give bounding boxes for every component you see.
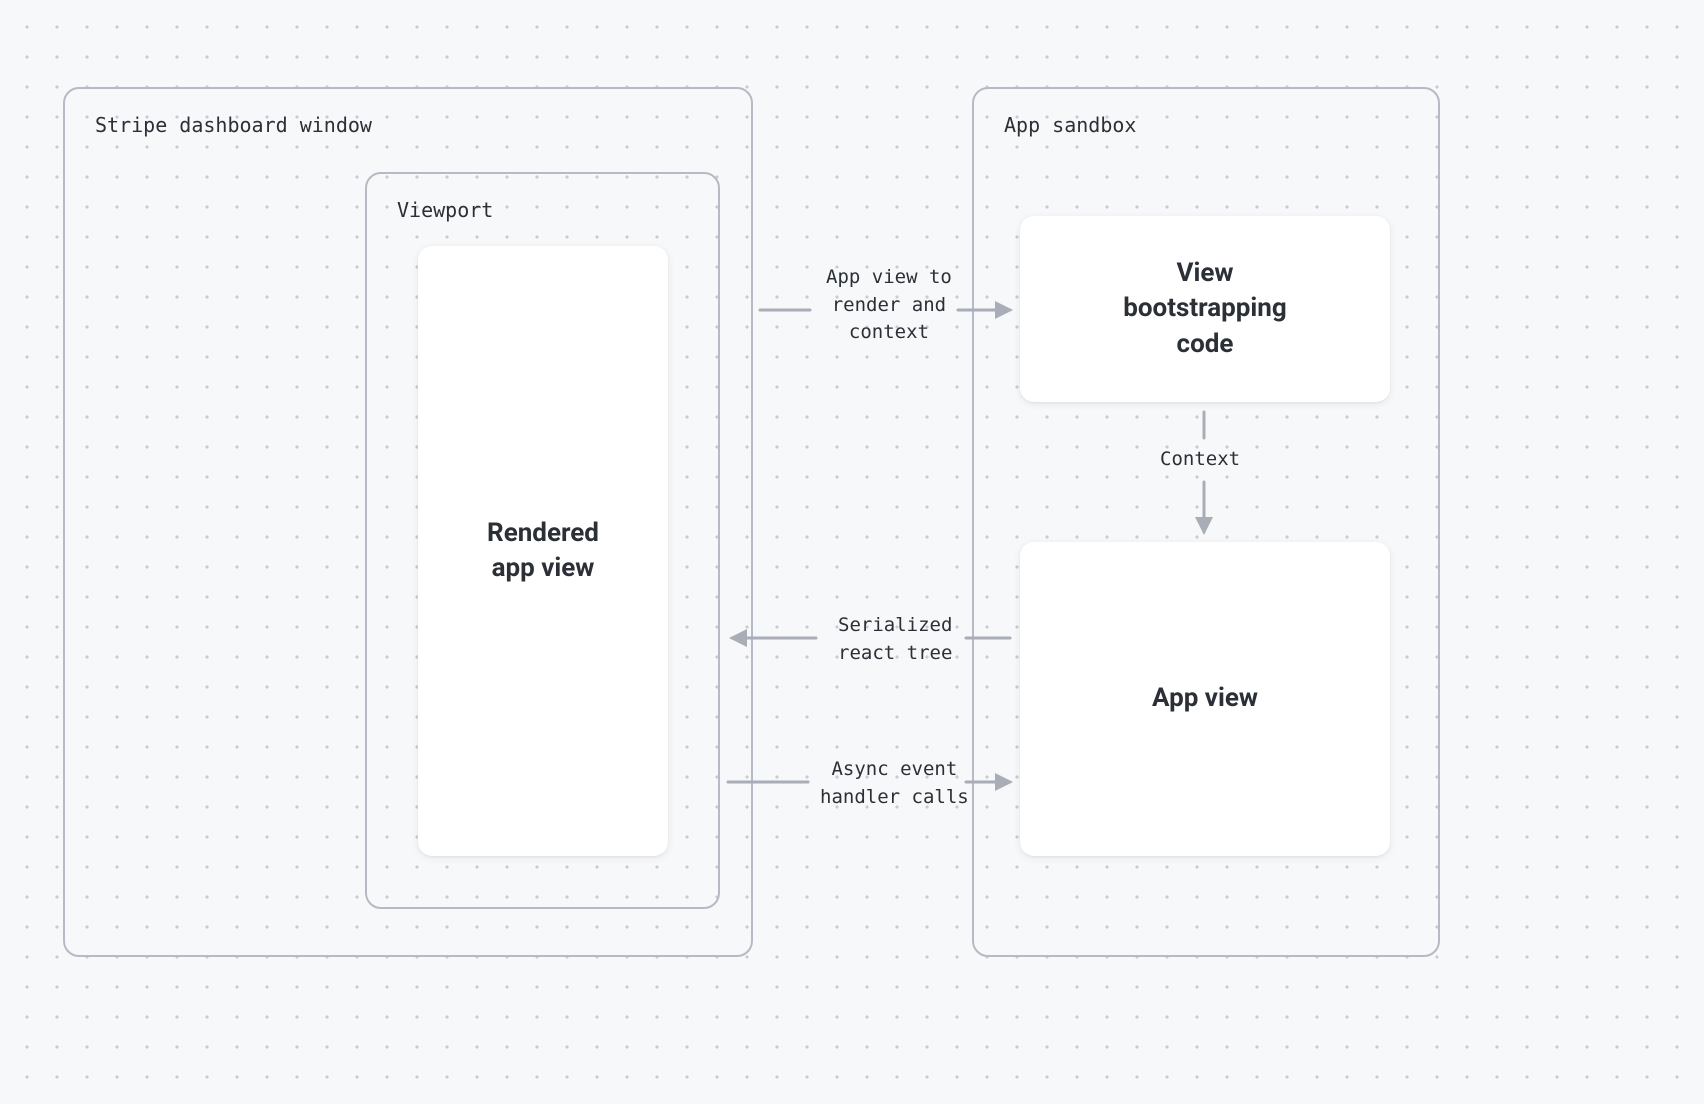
card-bootstrap-title: Viewbootstrappingcode bbox=[1123, 256, 1287, 361]
card-rendered-app-view: Renderedapp view bbox=[418, 246, 668, 856]
card-rendered-title: Renderedapp view bbox=[487, 516, 599, 586]
edge-label-async: Async eventhandler calls bbox=[820, 756, 969, 811]
card-app-view: App view bbox=[1020, 542, 1390, 856]
edge-label-serialized: Serializedreact tree bbox=[838, 612, 952, 667]
card-bootstrap: Viewbootstrappingcode bbox=[1020, 216, 1390, 402]
panel-dashboard-label: Stripe dashboard window bbox=[95, 113, 372, 137]
panel-viewport-label: Viewport bbox=[397, 198, 493, 222]
card-app-view-title: App view bbox=[1152, 681, 1258, 716]
edge-label-context: Context bbox=[1160, 446, 1240, 474]
edge-label-render-context: App view torender andcontext bbox=[826, 264, 952, 347]
panel-sandbox-label: App sandbox bbox=[1004, 113, 1136, 137]
